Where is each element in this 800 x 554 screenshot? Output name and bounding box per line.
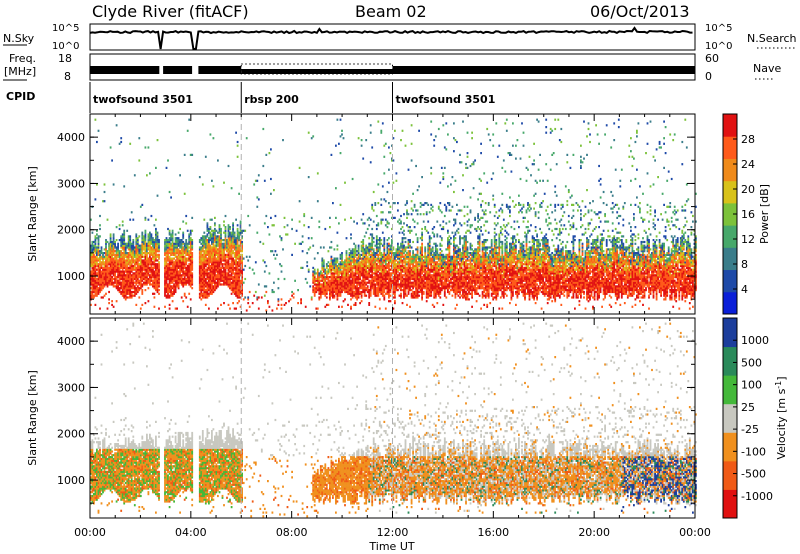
nsearch-right-label: N.Search <box>747 32 797 45</box>
colorbar-tick: -500 <box>741 468 766 481</box>
cpid-segment-label: twofsound 3501 <box>396 93 496 106</box>
y-tick-label: 4000 <box>57 335 85 348</box>
x-tick-label: 00:00 <box>679 526 711 539</box>
nsky-panel: N.Sky 10^5 10^0 10^5 10^0 N.Search <box>3 23 797 52</box>
velocity-panel: 1000 2000 3000 4000 Slant Range [km] 1000 50… <box>26 318 788 519</box>
rti-figure: Clyde River (fitACF) Beam 02 06/Oct/2013… <box>0 0 800 554</box>
power-colorbar: 28 24 20 16 12 8 4 <box>723 114 755 315</box>
colorbar-tick: 28 <box>741 133 755 146</box>
freq-label-line1: Freq. <box>9 52 36 65</box>
velocity-heatmap <box>90 318 697 518</box>
nsky-right-tick-top: 10^5 <box>705 23 732 34</box>
freq-segment <box>90 66 159 74</box>
freq-segment <box>393 66 696 74</box>
cpid-segment-label: rbsp 200 <box>244 93 299 106</box>
nave-label: Nave <box>753 62 781 75</box>
power-cbar-label: Power [dB] <box>758 184 771 244</box>
freq-segment <box>198 66 241 74</box>
freq-tick-top: 18 <box>58 52 72 65</box>
nsky-trace <box>90 28 693 49</box>
freq-trace <box>90 66 695 74</box>
cpid-label: CPID <box>6 90 35 103</box>
colorbar-tick: 20 <box>741 183 755 196</box>
nsky-left-tick-bottom: 10^0 <box>52 41 79 52</box>
beam-title: Beam 02 <box>355 2 427 21</box>
freq-segment <box>163 66 192 74</box>
velocity-cbar-label: Velocity [m s-1] <box>774 376 789 459</box>
cpid-segment-label: twofsound 3501 <box>93 93 193 106</box>
y-tick-label: 2000 <box>57 428 85 441</box>
colorbar-tick: 24 <box>741 158 755 171</box>
y-tick-label: 1000 <box>57 474 85 487</box>
power-panel: 1000 2000 3000 4000 Slant Range [km] 28 24 20… <box>26 114 771 315</box>
freq-tick-bottom: 8 <box>64 70 71 83</box>
colorbar-tick: 8 <box>741 258 748 271</box>
nsky-left-tick-top: 10^5 <box>52 23 79 34</box>
y-tick-label: 4000 <box>57 131 85 144</box>
power-ylabel: Slant Range [km] <box>26 166 39 262</box>
nave-tick-bottom: 0 <box>705 70 712 83</box>
time-axis-label: Time UT <box>368 540 414 553</box>
velocity-colorbar: 1000 500 100 25 -25 -100 -500 -1000 <box>723 318 773 519</box>
x-tick-label: 20:00 <box>578 526 610 539</box>
x-tick-label: 12:00 <box>377 526 409 539</box>
nsky-right-tick-bottom: 10^0 <box>705 41 732 52</box>
freq-label-line2: [MHz] <box>4 65 36 78</box>
cpid-row: CPID twofsound 3501 rbsp 200 twofsound 350… <box>6 82 495 113</box>
y-tick-label: 3000 <box>57 177 85 190</box>
colorbar-tick: 500 <box>741 356 762 369</box>
power-heatmap <box>90 114 697 314</box>
freq-panel: Freq. [MHz] 18 8 60 0 Nave <box>3 52 781 83</box>
colorbar-tick: -1000 <box>741 490 773 503</box>
colorbar-tick: 100 <box>741 379 762 392</box>
colorbar-tick: 16 <box>741 208 755 221</box>
colorbar-tick: 1000 <box>741 334 769 347</box>
colorbar-tick: 25 <box>741 401 755 414</box>
x-tick-label: 04:00 <box>175 526 207 539</box>
x-tick-label: 00:00 <box>74 526 106 539</box>
colorbar-tick: -100 <box>741 445 766 458</box>
x-tick-label: 08:00 <box>276 526 308 539</box>
colorbar-tick: -25 <box>741 423 759 436</box>
freq-segment <box>241 69 392 74</box>
station-title: Clyde River (fitACF) <box>92 2 249 21</box>
velocity-ylabel: Slant Range [km] <box>26 370 39 466</box>
nsky-left-label: N.Sky <box>3 32 35 45</box>
nave-tick-top: 60 <box>705 52 719 65</box>
y-tick-label: 1000 <box>57 270 85 283</box>
colorbar-tick: 12 <box>741 233 755 246</box>
y-tick-label: 2000 <box>57 224 85 237</box>
date-title: 06/Oct/2013 <box>590 2 690 21</box>
colorbar-tick: 4 <box>741 283 748 296</box>
x-tick-label: 16:00 <box>477 526 509 539</box>
y-tick-label: 3000 <box>57 381 85 394</box>
